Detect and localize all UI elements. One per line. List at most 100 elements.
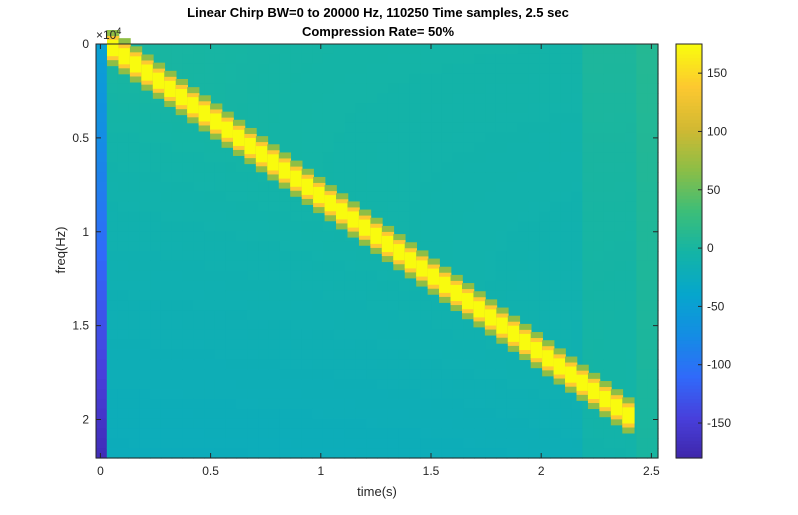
heatmap-cell bbox=[582, 300, 594, 311]
heatmap-cell bbox=[474, 280, 486, 292]
heatmap-cell bbox=[171, 241, 184, 252]
heatmap-cell bbox=[182, 398, 194, 410]
heatmap-cell bbox=[560, 280, 573, 292]
heatmap-cell bbox=[603, 270, 616, 282]
heatmap-cell bbox=[182, 369, 194, 380]
heatmap-cell bbox=[506, 408, 519, 420]
heatmap-cell bbox=[322, 339, 335, 351]
heatmap-cell bbox=[182, 270, 194, 282]
heatmap-cell bbox=[506, 172, 519, 183]
heatmap-cell bbox=[517, 260, 529, 272]
heatmap-cell bbox=[160, 349, 173, 361]
heatmap-cell bbox=[485, 418, 497, 430]
heatmap-cell bbox=[549, 448, 562, 459]
heatmap-cell bbox=[377, 142, 389, 154]
heatmap-cell bbox=[593, 270, 605, 282]
heatmap-cell bbox=[420, 300, 432, 311]
heatmap-cell bbox=[139, 122, 151, 134]
colorbar-band bbox=[676, 371, 702, 376]
heatmap-cell bbox=[333, 251, 346, 262]
heatmap-cell bbox=[344, 300, 356, 311]
heatmap-cell bbox=[420, 152, 432, 163]
heatmap-cell bbox=[193, 142, 205, 154]
heatmap-cell bbox=[193, 379, 205, 390]
heatmap-cell bbox=[214, 221, 227, 232]
heatmap-cell bbox=[517, 191, 529, 203]
heatmap-cell bbox=[571, 63, 583, 75]
heatmap-cell bbox=[506, 152, 519, 163]
heatmap-cell bbox=[603, 359, 616, 370]
colorbar-band bbox=[676, 440, 702, 445]
heatmap-cell bbox=[193, 320, 205, 331]
heatmap-cell bbox=[398, 152, 411, 163]
heatmap-cell bbox=[225, 339, 238, 351]
heatmap-cell bbox=[571, 260, 583, 272]
heatmap-cell bbox=[247, 448, 259, 459]
colorbar-band bbox=[676, 292, 702, 297]
heatmap-cell bbox=[171, 438, 184, 449]
heatmap-cell bbox=[495, 418, 508, 430]
heatmap-cell bbox=[387, 162, 400, 173]
heatmap-cell bbox=[409, 369, 421, 380]
heatmap-cell bbox=[214, 73, 227, 85]
heatmap-plot-area bbox=[96, 30, 659, 459]
heatmap-cell bbox=[139, 44, 151, 55]
heatmap-cell bbox=[636, 113, 648, 124]
heatmap-cell bbox=[290, 113, 302, 124]
heatmap-cell bbox=[485, 280, 497, 292]
colorbar-band bbox=[676, 102, 702, 107]
heatmap-cell bbox=[474, 428, 486, 439]
heatmap-cell bbox=[279, 103, 292, 114]
heatmap-cell bbox=[647, 162, 659, 173]
colorbar-band bbox=[676, 223, 702, 228]
heatmap-cell bbox=[560, 428, 573, 439]
heatmap-cell bbox=[485, 359, 497, 370]
heatmap-cell bbox=[582, 122, 594, 134]
heatmap-cell bbox=[301, 152, 313, 163]
heatmap-cell bbox=[517, 172, 529, 183]
heatmap-cell bbox=[614, 172, 627, 183]
colorbar-band bbox=[676, 188, 702, 193]
heatmap-cell bbox=[614, 428, 627, 439]
heatmap-cell bbox=[258, 280, 270, 292]
heatmap-cell bbox=[171, 260, 184, 272]
heatmap-cell bbox=[409, 113, 421, 124]
heatmap-cell bbox=[571, 280, 583, 292]
heatmap-cell bbox=[452, 53, 465, 65]
heatmap-cell bbox=[355, 320, 367, 331]
heatmap-cell bbox=[258, 438, 270, 449]
heatmap-cell bbox=[560, 93, 573, 104]
chirp-ridge-core bbox=[565, 366, 578, 383]
heatmap-cell bbox=[398, 113, 411, 124]
heatmap-cell bbox=[225, 438, 238, 449]
colorbar-band bbox=[676, 99, 702, 104]
heatmap-cell bbox=[279, 83, 292, 94]
heatmap-cell bbox=[193, 211, 205, 223]
heatmap-cell bbox=[549, 132, 562, 144]
heatmap-cell bbox=[517, 280, 529, 292]
heatmap-cell bbox=[603, 339, 616, 351]
heatmap-cell bbox=[214, 438, 227, 449]
heatmap-cell bbox=[160, 408, 173, 420]
heatmap-cell bbox=[247, 182, 259, 193]
heatmap-cell bbox=[106, 329, 119, 341]
heatmap-cell bbox=[452, 201, 465, 213]
heatmap-cell bbox=[593, 182, 605, 193]
heatmap-cell bbox=[474, 53, 486, 65]
heatmap-cell bbox=[593, 172, 605, 183]
heatmap-cell bbox=[647, 211, 659, 223]
heatmap-cell bbox=[96, 369, 108, 380]
heatmap-cell bbox=[463, 63, 475, 75]
heatmap-cell bbox=[377, 201, 389, 213]
heatmap-cell bbox=[322, 132, 335, 144]
heatmap-cell bbox=[258, 103, 270, 114]
heatmap-cell bbox=[171, 122, 184, 134]
heatmap-cell bbox=[398, 132, 411, 144]
heatmap-cell bbox=[247, 231, 259, 242]
heatmap-cell bbox=[495, 408, 508, 420]
heatmap-cell bbox=[387, 290, 400, 301]
heatmap-cell bbox=[236, 191, 248, 203]
heatmap-cell bbox=[603, 182, 616, 193]
heatmap-cell bbox=[150, 339, 162, 351]
heatmap-cell bbox=[571, 349, 583, 361]
